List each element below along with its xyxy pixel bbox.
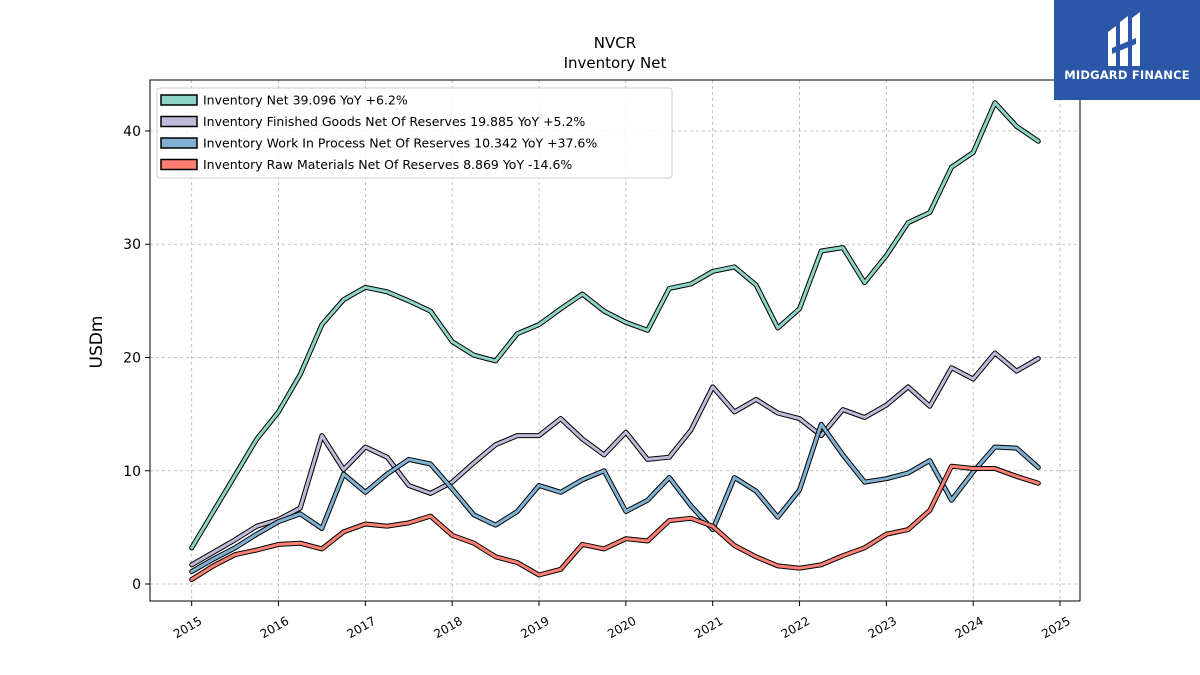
x-tick-label: 2024 (952, 614, 985, 641)
x-axis: 2015 2016 2017 2018 2019 2020 2021 2022 2023 2024… (171, 601, 1073, 641)
x-tick-label: 2025 (1039, 614, 1072, 641)
legend-label: Inventory Net 39.096 YoY +6.2% (203, 93, 408, 108)
chart-subtitle: Inventory Net (564, 54, 667, 72)
series-3 (189, 463, 1041, 582)
x-tick-label: 2022 (779, 614, 812, 641)
chart-title: NVCR (594, 34, 636, 52)
series-line-outline (189, 463, 1041, 582)
series-2 (189, 421, 1041, 575)
series-line (190, 351, 1040, 567)
series-line (190, 464, 1040, 581)
legend-swatch (160, 158, 198, 171)
series-layer (189, 100, 1041, 582)
y-tick-label: 30 (123, 237, 141, 253)
legend-swatch (160, 94, 198, 106)
plot-frame (149, 79, 1081, 602)
legend-item: Inventory Finished Goods Net Of Reserves… (160, 114, 585, 129)
series-1 (189, 350, 1041, 568)
x-tick-label: 2019 (518, 614, 551, 641)
x-tick-label: 2015 (171, 614, 204, 641)
legend-swatch (160, 137, 198, 149)
legend-item: Inventory Raw Materials Net Of Reserves … (160, 157, 572, 172)
x-tick-label: 2023 (866, 614, 899, 641)
legend-swatch (160, 115, 198, 128)
x-tick-label: 2018 (431, 614, 464, 641)
legend-label: Inventory Work In Process Net Of Reserve… (203, 136, 597, 151)
legend-box (156, 87, 673, 179)
y-tick-label: 40 (123, 124, 141, 140)
x-tick-label: 2021 (692, 614, 725, 641)
y-axis: 0 10 20 30 40 (123, 124, 150, 593)
series-line (190, 101, 1040, 550)
legend-label: Inventory Finished Goods Net Of Reserves… (203, 114, 585, 129)
legend-item: Inventory Net 39.096 YoY +6.2% (160, 93, 408, 108)
x-tick-label: 2017 (345, 614, 378, 641)
legend-item: Inventory Work In Process Net Of Reserve… (160, 136, 597, 151)
brand-mark-icon (1108, 12, 1140, 66)
series-line-outline (189, 350, 1041, 568)
y-axis-label: USDm (87, 316, 107, 369)
legend-label: Inventory Raw Materials Net Of Reserves … (203, 157, 572, 172)
x-tick-label: 2020 (605, 614, 638, 641)
x-tick-label: 2016 (258, 614, 291, 641)
series-0 (189, 100, 1041, 551)
y-tick-label: 0 (132, 577, 141, 593)
brand-name: MIDGARD FINANCE (1064, 68, 1190, 82)
y-tick-label: 20 (123, 350, 141, 366)
brand-logo: MIDGARD FINANCE (1054, 0, 1200, 100)
y-tick-label: 10 (123, 464, 141, 480)
series-line (190, 422, 1040, 574)
legend: Inventory Net 39.096 YoY +6.2% Inventory … (156, 87, 673, 179)
